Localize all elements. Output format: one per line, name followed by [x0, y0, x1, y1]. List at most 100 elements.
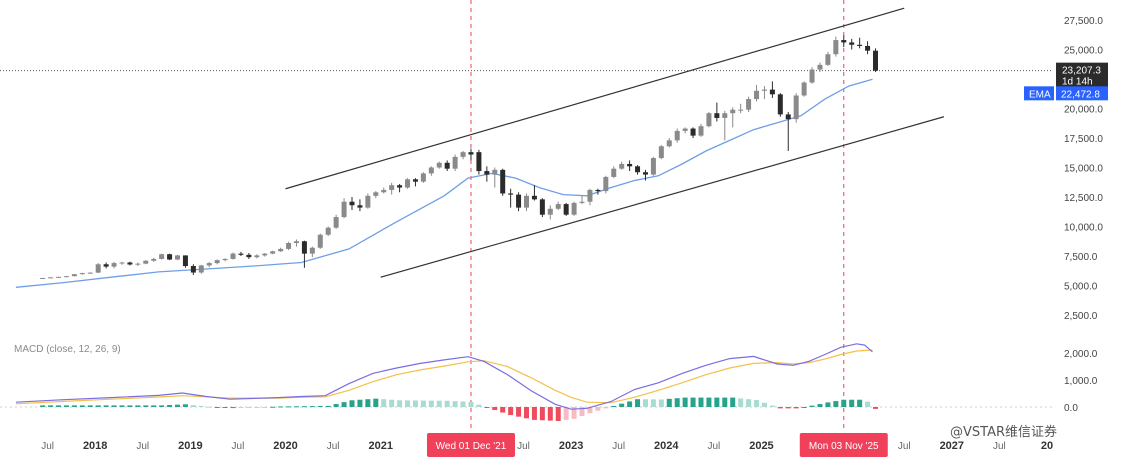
macd-histogram-bar — [603, 407, 609, 409]
candle — [333, 214, 339, 229]
macd-histogram-bar — [492, 407, 498, 411]
time-tick-label: 2023 — [559, 440, 583, 452]
macd-histogram-bar — [809, 405, 815, 407]
macd-histogram-bar — [420, 400, 426, 407]
ema-name-label: EMA — [1029, 89, 1051, 100]
last-price-label: 23,207.3 — [1062, 66, 1101, 77]
macd-panel: MACD (close, 12, 26, 9) — [14, 343, 878, 421]
candle — [301, 240, 307, 268]
macd-histogram-bar — [476, 404, 482, 407]
candle-body — [793, 95, 799, 120]
macd-histogram-bar — [817, 404, 823, 407]
price-axis[interactable]: 2,500.0 5,000.0 7,500.0 10,000.0 12,500.0 15,… — [1064, 16, 1103, 414]
candle-body — [746, 99, 752, 110]
candle — [777, 93, 783, 117]
macd-histogram-bar — [873, 407, 878, 409]
candle — [151, 257, 157, 262]
time-tick-label: 2027 — [940, 440, 964, 452]
time-tick-label: Jul — [707, 441, 720, 452]
candle-body — [175, 255, 180, 260]
candle — [420, 172, 426, 183]
candle-body — [127, 262, 133, 265]
candle — [698, 123, 704, 137]
candle-body — [436, 162, 442, 168]
trend-channel[interactable] — [285, 7, 945, 278]
macd-histogram-bar — [198, 405, 204, 407]
candle — [658, 145, 664, 160]
candle — [63, 276, 69, 278]
macd-histogram-bar — [611, 405, 617, 407]
ema-line — [15, 78, 873, 288]
macd-histogram-bar — [381, 399, 387, 407]
candle-body — [516, 194, 522, 208]
candle — [761, 86, 767, 100]
macd-histogram-bar — [428, 400, 434, 407]
candle-body — [531, 195, 537, 200]
candle — [873, 48, 878, 72]
macd-histogram-bar — [293, 406, 299, 408]
macd-histogram-bar — [539, 407, 545, 421]
macd-histogram-bar — [642, 399, 648, 407]
candle-body — [198, 265, 204, 273]
macd-histogram-bar — [825, 402, 831, 407]
candle — [48, 277, 54, 279]
candle-body — [111, 263, 117, 267]
candle — [103, 262, 109, 269]
candle — [579, 195, 585, 205]
candle — [746, 96, 752, 113]
macd-histogram-bar — [95, 405, 101, 407]
candle-body — [484, 171, 490, 175]
candle-body — [357, 205, 363, 208]
macd-histogram-bar — [444, 400, 450, 407]
macd-histogram-bar — [833, 401, 839, 407]
time-tick-label: Jul — [41, 441, 54, 452]
candle-body — [293, 241, 299, 244]
candle — [222, 258, 228, 262]
macd-histogram-bar — [706, 397, 712, 407]
candle-body — [555, 204, 561, 209]
candle-body — [40, 277, 46, 279]
candle — [206, 261, 212, 268]
candle-body — [373, 192, 379, 196]
time-tick-label: Jul — [136, 441, 149, 452]
time-axis[interactable]: Jul 2018 Jul 2019 Jul 2020 Jul 2021 Jul 2023 Jul 20… — [41, 433, 1053, 457]
macd-histogram-bar — [746, 399, 752, 407]
candle-body — [190, 266, 196, 273]
macd-histogram-bar — [79, 405, 85, 407]
macd-histogram-bar — [547, 407, 553, 421]
candle — [587, 188, 593, 206]
candle-body — [222, 258, 228, 261]
macd-histogram-bar — [230, 407, 236, 409]
candle-body — [238, 253, 244, 255]
candle-body — [405, 179, 411, 188]
candle — [87, 272, 93, 274]
time-tick-label: 2019 — [178, 440, 202, 452]
candle — [444, 160, 450, 172]
channel-lower-line — [380, 116, 945, 278]
macd-histogram-bar — [674, 398, 680, 407]
candle — [127, 261, 133, 266]
candle-body — [103, 264, 109, 267]
candle-body — [246, 254, 252, 258]
candle — [190, 264, 196, 275]
candle — [341, 198, 347, 219]
candle — [769, 81, 775, 98]
macd-histogram-bar — [48, 405, 54, 407]
price-tick-label: 27,500.0 — [1064, 16, 1103, 27]
candle — [627, 160, 633, 172]
candle-body — [270, 251, 276, 254]
candle-body — [690, 128, 696, 136]
macd-histogram-bar — [111, 405, 117, 407]
price-tick-label: 15,000.0 — [1064, 164, 1103, 175]
candle-body — [492, 169, 498, 175]
macd-histogram-bar — [301, 406, 307, 408]
macd-histogram-bar — [309, 406, 315, 408]
candle — [119, 261, 125, 265]
macd-histogram-bar — [627, 401, 633, 407]
macd-histogram-bar — [849, 399, 855, 407]
macd-histogram-bar — [270, 406, 276, 408]
macd-histogram-bar — [286, 406, 292, 408]
candle — [262, 253, 268, 257]
candle — [286, 241, 292, 251]
